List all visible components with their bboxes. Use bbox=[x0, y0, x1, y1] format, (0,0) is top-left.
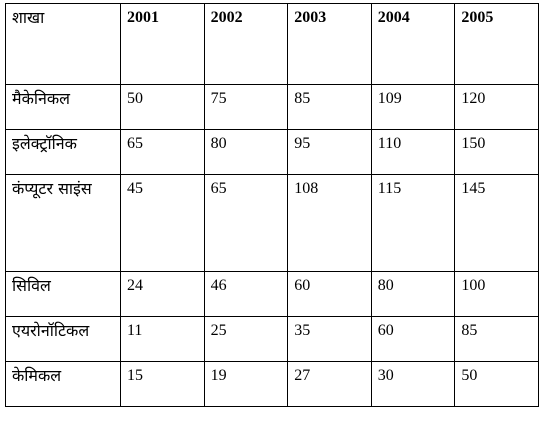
value-cell: 25 bbox=[203, 316, 289, 362]
value-cell: 19 bbox=[203, 361, 289, 407]
value-cell: 60 bbox=[287, 271, 372, 317]
table-row: इलेक्ट्रॉनिक 65 80 95 110 150 bbox=[5, 129, 539, 175]
value-cell: 85 bbox=[454, 316, 539, 362]
value-cell: 24 bbox=[120, 271, 205, 317]
value-cell: 75 bbox=[203, 84, 289, 130]
table-row: सिविल 24 46 60 80 100 bbox=[5, 271, 539, 317]
value-cell: 11 bbox=[120, 316, 205, 362]
header-year-cell: 2003 bbox=[287, 3, 372, 85]
header-branch-cell: शाखा bbox=[5, 3, 121, 85]
header-year-cell: 2002 bbox=[203, 3, 289, 85]
table-row: केमिकल 15 19 27 30 50 bbox=[5, 361, 539, 407]
value-cell: 46 bbox=[203, 271, 289, 317]
value-cell: 145 bbox=[454, 174, 539, 272]
branch-cell: इलेक्ट्रॉनिक bbox=[5, 129, 121, 175]
branch-year-table: शाखा 2001 2002 2003 2004 2005 मैकेनिकल 5… bbox=[5, 3, 539, 407]
value-cell: 85 bbox=[287, 84, 372, 130]
value-cell: 80 bbox=[203, 129, 289, 175]
branch-cell: केमिकल bbox=[5, 361, 121, 407]
value-cell: 150 bbox=[454, 129, 539, 175]
value-cell: 108 bbox=[287, 174, 372, 272]
value-cell: 27 bbox=[287, 361, 372, 407]
value-cell: 65 bbox=[203, 174, 289, 272]
value-cell: 35 bbox=[287, 316, 372, 362]
value-cell: 110 bbox=[370, 129, 456, 175]
value-cell: 50 bbox=[120, 84, 205, 130]
value-cell: 45 bbox=[120, 174, 205, 272]
header-year-cell: 2001 bbox=[120, 3, 205, 85]
header-year-cell: 2004 bbox=[370, 3, 456, 85]
value-cell: 120 bbox=[454, 84, 539, 130]
value-cell: 50 bbox=[454, 361, 539, 407]
value-cell: 109 bbox=[370, 84, 456, 130]
value-cell: 95 bbox=[287, 129, 372, 175]
value-cell: 60 bbox=[370, 316, 456, 362]
table-header-row: शाखा 2001 2002 2003 2004 2005 bbox=[5, 3, 539, 85]
value-cell: 30 bbox=[370, 361, 456, 407]
value-cell: 100 bbox=[454, 271, 539, 317]
branch-cell: मैकेनिकल bbox=[5, 84, 121, 130]
table-row: एयरोनॉटिकल 11 25 35 60 85 bbox=[5, 316, 539, 362]
branch-cell: कंप्यूटर साइंस bbox=[5, 174, 121, 272]
table-row: कंप्यूटर साइंस 45 65 108 115 145 bbox=[5, 174, 539, 272]
branch-cell: सिविल bbox=[5, 271, 121, 317]
branch-cell: एयरोनॉटिकल bbox=[5, 316, 121, 362]
header-year-cell: 2005 bbox=[454, 3, 539, 85]
value-cell: 65 bbox=[120, 129, 205, 175]
table-row: मैकेनिकल 50 75 85 109 120 bbox=[5, 84, 539, 130]
value-cell: 115 bbox=[370, 174, 456, 272]
value-cell: 80 bbox=[370, 271, 456, 317]
value-cell: 15 bbox=[120, 361, 205, 407]
